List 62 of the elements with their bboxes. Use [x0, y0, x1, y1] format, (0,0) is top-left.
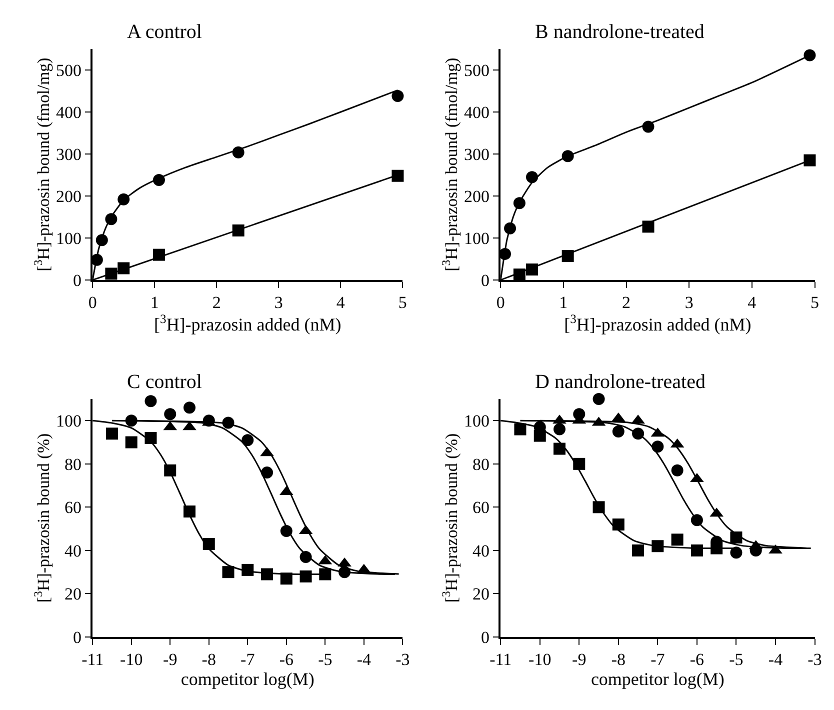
y-tick-label: 100	[464, 412, 490, 431]
x-tick-label: 0	[88, 293, 97, 312]
y-tick-label: 80	[64, 454, 82, 474]
x-tick-label: -4	[768, 650, 784, 670]
y-tick-label: 400	[56, 102, 82, 122]
x-tick-label: -9	[163, 650, 178, 670]
x-axis-title: competitor log(M)	[590, 669, 724, 690]
x-tick-label: 4	[336, 293, 346, 312]
x-tick-label: -5	[729, 650, 744, 670]
y-tick-label: 500	[56, 60, 82, 80]
x-tick-label: 1	[559, 293, 568, 312]
y-tick-label: 200	[56, 186, 82, 206]
y-tick-label: 40	[64, 541, 82, 560]
x-axis-title: [$^{3}$H]-prazosin added (nM)	[564, 312, 752, 335]
x-tick-label: -7	[650, 650, 666, 670]
x-tick-label: -5	[318, 650, 332, 670]
chart-title: D nandrolone-treated	[535, 371, 706, 393]
x-tick-label: -3	[808, 650, 822, 670]
x-axis-title: competitor log(M)	[180, 669, 314, 690]
x-axis-title: [$^{3}$H]-prazosin added (nM)	[154, 312, 342, 335]
y-tick-label: 200	[464, 186, 490, 206]
x-tick-label: -8	[202, 650, 216, 670]
x-tick-label: -7	[240, 650, 256, 670]
y-tick-label: 0	[72, 628, 82, 647]
x-tick-label: 2	[212, 293, 221, 312]
x-tick-label: -6	[279, 650, 294, 670]
x-tick-label: -11	[82, 650, 104, 670]
x-tick-label: 5	[810, 293, 820, 312]
y-tick-label: 400	[464, 102, 490, 122]
x-tick-label: -10	[120, 650, 143, 670]
x-tick-label: -4	[356, 650, 372, 670]
y-tick-label: 300	[464, 144, 490, 164]
y-tick-label: 40	[472, 541, 490, 560]
x-tick-label: 3	[274, 293, 283, 312]
x-tick-label: 5	[398, 293, 407, 312]
y-tick-label: 20	[472, 584, 490, 604]
y-tick-label: 20	[64, 584, 82, 604]
x-tick-label: -9	[572, 650, 586, 670]
x-tick-label: 2	[622, 293, 631, 312]
y-tick-label: 100	[56, 412, 82, 431]
y-tick-label: 0	[480, 628, 490, 647]
x-tick-label: 4	[748, 293, 757, 312]
chart-title: B nandrolone-treated	[535, 21, 704, 43]
y-tick-label: 0	[480, 270, 490, 290]
chart-title: C control	[127, 371, 202, 393]
y-tick-label: 100	[464, 228, 490, 248]
x-tick-label: -10	[528, 650, 552, 670]
y-tick-label: 60	[64, 498, 82, 518]
y-tick-label: 300	[56, 144, 82, 164]
y-tick-label: 500	[464, 60, 490, 80]
x-tick-label: -3	[396, 650, 410, 670]
y-tick-label: 100	[56, 228, 82, 248]
y-tick-label: 0	[72, 270, 82, 290]
y-tick-label: 80	[472, 454, 490, 474]
x-tick-label: 0	[496, 293, 505, 312]
chart-title: A control	[127, 21, 202, 43]
y-tick-label: 60	[472, 498, 490, 518]
x-tick-label: -6	[690, 650, 704, 670]
x-tick-label: -11	[490, 650, 512, 670]
x-tick-label: -8	[611, 650, 626, 670]
x-tick-label: 1	[150, 293, 159, 312]
x-tick-label: 3	[684, 293, 694, 312]
